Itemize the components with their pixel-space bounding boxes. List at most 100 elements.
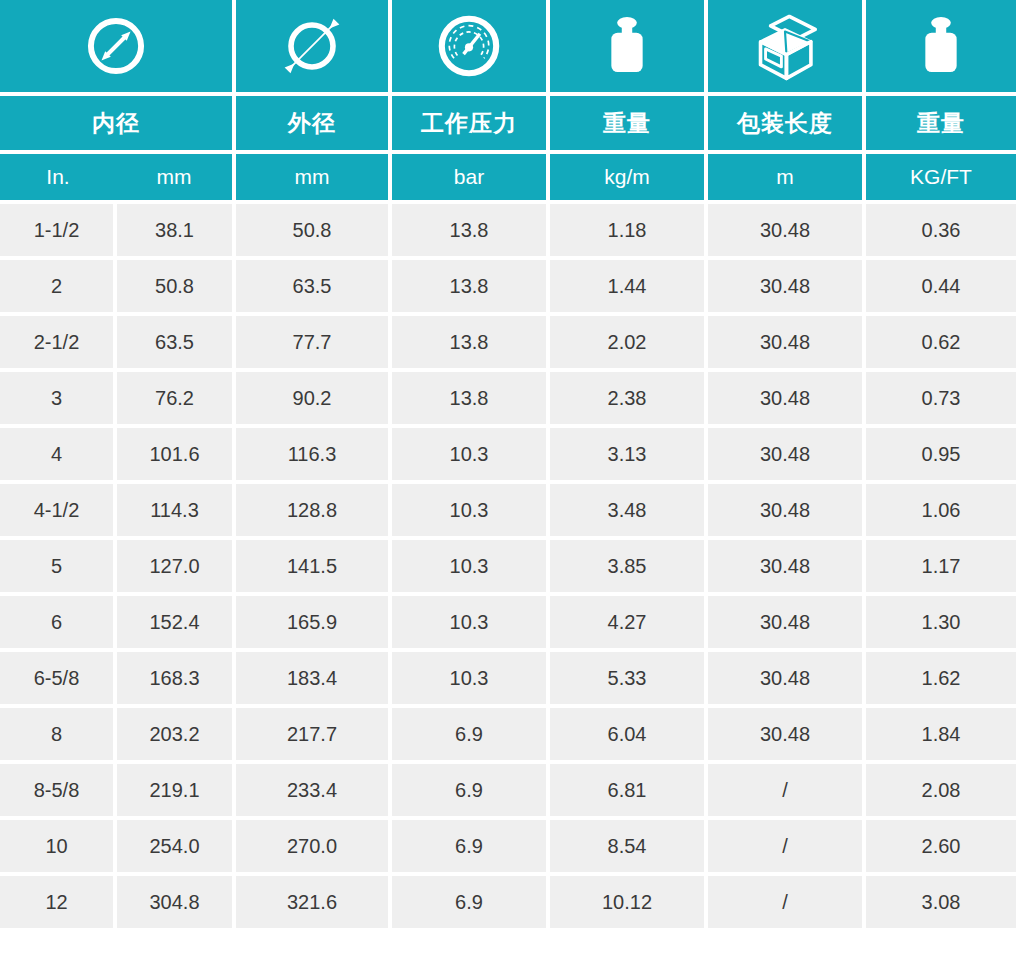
table-cell: 10.3	[392, 652, 546, 704]
table-cell: 13.8	[392, 316, 546, 368]
table-cell: 5	[0, 540, 113, 592]
table-cell: 116.3	[236, 428, 388, 480]
table-cell: 270.0	[236, 820, 388, 872]
weight-icon	[550, 0, 704, 92]
package-box-icon	[708, 0, 862, 92]
table-cell: 233.4	[236, 764, 388, 816]
unit-cell-outer-diameter: mm	[236, 154, 388, 200]
table-cell: /	[708, 876, 862, 928]
table-cell: 63.5	[236, 260, 388, 312]
table-cell: 6	[0, 596, 113, 648]
table-cell: 10.3	[392, 540, 546, 592]
table-cell: 128.8	[236, 484, 388, 536]
table-cell: 12	[0, 876, 113, 928]
table-cell: 30.48	[708, 204, 862, 256]
table-cell: 8.54	[550, 820, 704, 872]
table-cell: 6-5/8	[0, 652, 113, 704]
table-cell: 77.7	[236, 316, 388, 368]
table-cell: 10.12	[550, 876, 704, 928]
table-cell: 2.38	[550, 372, 704, 424]
unit-label-mm: mm	[116, 165, 232, 189]
table-cell: 30.48	[708, 652, 862, 704]
table-cell: 1.30	[866, 596, 1016, 648]
column-header-outer-diameter: 外径	[236, 96, 388, 150]
table-cell: 254.0	[117, 820, 232, 872]
table-cell: 6.9	[392, 820, 546, 872]
table-cell: 6.04	[550, 708, 704, 760]
column-header-inner-diameter: 内径	[0, 96, 232, 150]
table-cell: 3.85	[550, 540, 704, 592]
table-cell: 152.4	[117, 596, 232, 648]
table-cell: 165.9	[236, 596, 388, 648]
table-cell: 1.06	[866, 484, 1016, 536]
table-cell: 8	[0, 708, 113, 760]
table-cell: 10.3	[392, 428, 546, 480]
table-cell: 219.1	[117, 764, 232, 816]
table-cell: /	[708, 764, 862, 816]
unit-cell-working-pressure: bar	[392, 154, 546, 200]
table-cell: 30.48	[708, 540, 862, 592]
table-cell: 168.3	[117, 652, 232, 704]
table-cell: 50.8	[236, 204, 388, 256]
unit-label-inches: In.	[0, 165, 116, 189]
table-cell: 1.84	[866, 708, 1016, 760]
unit-cell-inner-diameter: In. mm	[0, 154, 232, 200]
table-cell: 3.13	[550, 428, 704, 480]
column-header-weight-metric: 重量	[550, 96, 704, 150]
column-header-weight-imperial: 重量	[866, 96, 1016, 150]
table-cell: 1.44	[550, 260, 704, 312]
weight-icon	[866, 0, 1016, 92]
table-cell: 63.5	[117, 316, 232, 368]
unit-cell-weight-imperial: KG/FT	[866, 154, 1016, 200]
table-cell: 5.33	[550, 652, 704, 704]
unit-cell-weight-metric: kg/m	[550, 154, 704, 200]
table-cell: 4	[0, 428, 113, 480]
table-cell: 2	[0, 260, 113, 312]
table-cell: 30.48	[708, 372, 862, 424]
table-cell: 2-1/2	[0, 316, 113, 368]
table-cell: 0.62	[866, 316, 1016, 368]
table-cell: 30.48	[708, 484, 862, 536]
column-header-package-length: 包装长度	[708, 96, 862, 150]
table-cell: 3.48	[550, 484, 704, 536]
spec-table: 内径 外径 工作压力 重量 包装长度 重量 In. mm mm bar kg/m…	[0, 0, 1016, 928]
table-cell: 114.3	[117, 484, 232, 536]
table-cell: 0.44	[866, 260, 1016, 312]
table-cell: 30.48	[708, 596, 862, 648]
pressure-gauge-icon	[392, 0, 546, 92]
table-cell: 6.9	[392, 876, 546, 928]
table-cell: 2.08	[866, 764, 1016, 816]
table-cell: /	[708, 820, 862, 872]
table-cell: 127.0	[117, 540, 232, 592]
table-cell: 0.36	[866, 204, 1016, 256]
table-cell: 4-1/2	[0, 484, 113, 536]
table-cell: 3.08	[866, 876, 1016, 928]
table-cell: 2.02	[550, 316, 704, 368]
inner-diameter-icon	[0, 0, 232, 92]
table-cell: 38.1	[117, 204, 232, 256]
table-cell: 6.9	[392, 708, 546, 760]
table-cell: 13.8	[392, 204, 546, 256]
table-cell: 8-5/8	[0, 764, 113, 816]
outer-diameter-icon	[236, 0, 388, 92]
table-cell: 90.2	[236, 372, 388, 424]
table-cell: 1.62	[866, 652, 1016, 704]
table-cell: 0.95	[866, 428, 1016, 480]
table-cell: 2.60	[866, 820, 1016, 872]
table-cell: 3	[0, 372, 113, 424]
table-cell: 6.81	[550, 764, 704, 816]
table-cell: 30.48	[708, 428, 862, 480]
table-cell: 4.27	[550, 596, 704, 648]
table-cell: 321.6	[236, 876, 388, 928]
table-cell: 30.48	[708, 708, 862, 760]
table-cell: 13.8	[392, 260, 546, 312]
table-cell: 183.4	[236, 652, 388, 704]
table-cell: 10.3	[392, 484, 546, 536]
unit-cell-package-length: m	[708, 154, 862, 200]
table-cell: 1.18	[550, 204, 704, 256]
table-cell: 10.3	[392, 596, 546, 648]
table-cell: 217.7	[236, 708, 388, 760]
table-cell: 50.8	[117, 260, 232, 312]
table-cell: 1.17	[866, 540, 1016, 592]
column-header-working-pressure: 工作压力	[392, 96, 546, 150]
